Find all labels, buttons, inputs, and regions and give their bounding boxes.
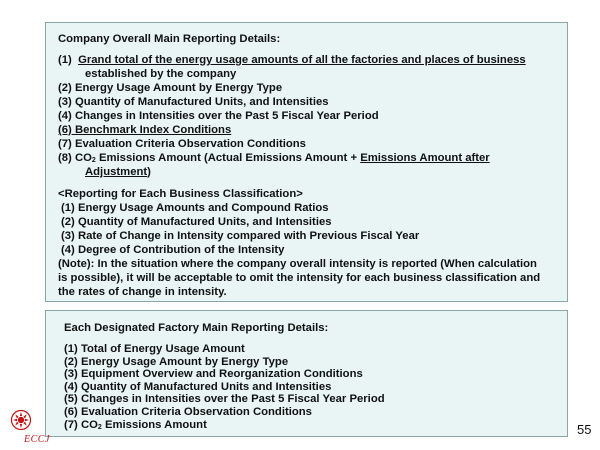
business-item-3: (3) Rate of Change in Intensity compared…	[61, 230, 420, 242]
co2-subscript: 2	[97, 423, 102, 431]
page-number: 55	[577, 422, 592, 437]
company-item-4: (4) Changes in Intensities over the Past…	[58, 110, 379, 122]
factory-item-6: (6) Evaluation Criteria Observation Cond…	[64, 405, 312, 418]
company-item-6: (6) Benchmark Index Conditions	[58, 124, 232, 136]
company-item-3: (3) Quantity of Manufactured Units, and …	[58, 96, 329, 108]
business-classification-heading: <Reporting for Each Business Classificat…	[58, 188, 303, 200]
factory-item-3: (3) Equipment Overview and Reorganizatio…	[64, 368, 363, 381]
company-item-1-continuation: established by the company	[85, 68, 237, 80]
note-line-1: (Note): In the situation where the compa…	[58, 258, 537, 270]
company-item-8-adjustment: Adjustment	[85, 166, 148, 178]
factory-item-5: (5) Changes in Intensities over the Past…	[64, 393, 385, 406]
factory-item-1: (1) Total of Energy Usage Amount	[64, 343, 245, 355]
co2-subscript: 2	[91, 157, 96, 164]
company-item-1-number: (1)	[58, 54, 72, 66]
company-item-8-continuation: Adjustment)	[58, 165, 567, 179]
eccj-logo-text: ECCJ	[24, 434, 50, 445]
business-item-1: (1) Energy Usage Amounts and Compound Ra…	[61, 202, 329, 214]
company-item-8-text: Emissions Amount (Actual Emissions Amoun…	[95, 152, 361, 164]
note-line-2: is possible), it will be acceptable to o…	[58, 272, 541, 284]
company-item-8-prefix: (8) CO	[58, 152, 92, 164]
eccj-logo-icon	[10, 409, 32, 431]
factory-item-4: (4) Quantity of Manufactured Units and I…	[64, 380, 332, 393]
company-item-2: (2) Energy Usage Amount by Energy Type	[58, 82, 283, 94]
company-item-8-close: )	[147, 166, 151, 178]
note-line-3: the rates of change in intensity.	[58, 286, 227, 298]
company-panel-title: Company Overall Main Reporting Details:	[58, 33, 281, 45]
company-item-7: (7) Evaluation Criteria Observation Cond…	[58, 138, 306, 150]
factory-item-7-suffix: Emissions Amount	[101, 418, 207, 431]
company-item-8: (8) CO2 Emissions Amount (Actual Emissio…	[58, 151, 567, 165]
business-item-2: (2) Quantity of Manufactured Units, and …	[61, 216, 332, 228]
company-reporting-panel: Company Overall Main Reporting Details: …	[45, 22, 568, 302]
company-item-1: (1) Grand total of the energy usage amou…	[58, 53, 567, 67]
business-item-4: (4) Degree of Contribution of the Intens…	[61, 244, 285, 256]
company-item-1-text: Grand total of the energy usage amounts …	[78, 54, 526, 66]
factory-item-7-prefix: (7) CO	[64, 418, 98, 431]
factory-item-7: (7) CO2 Emissions Amount	[64, 419, 567, 432]
factory-panel-title: Each Designated Factory Main Reporting D…	[64, 322, 329, 334]
company-item-8-underlined: Emissions Amount after	[360, 152, 490, 164]
factory-item-2: (2) Energy Usage Amount by Energy Type	[64, 355, 289, 368]
factory-reporting-panel: Each Designated Factory Main Reporting D…	[45, 310, 568, 437]
